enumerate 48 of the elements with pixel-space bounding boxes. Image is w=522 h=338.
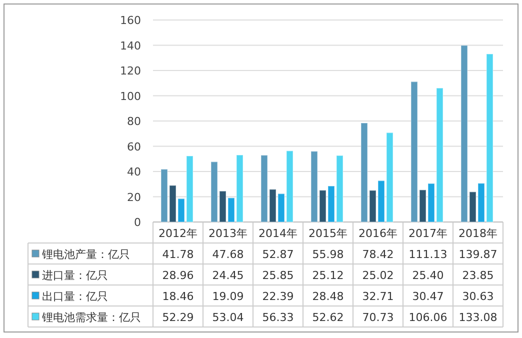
data-label: 23.85 — [462, 269, 494, 282]
data-label: 52.87 — [262, 248, 294, 261]
data-label: 139.87 — [458, 248, 498, 261]
y-tick-label: 100 — [120, 90, 141, 103]
data-label: 32.71 — [362, 290, 394, 303]
x-tick-label: 2016年 — [358, 227, 398, 240]
x-tick-label: 2013年 — [208, 227, 248, 240]
y-tick-label: 60 — [127, 140, 141, 154]
data-label: 41.78 — [162, 248, 194, 261]
legend-label: 出口量：亿只 — [42, 290, 108, 303]
data-label: 28.96 — [162, 269, 194, 282]
data-label: 78.42 — [362, 248, 394, 261]
y-tick-label: 160 — [120, 14, 141, 27]
data-label: 53.04 — [212, 311, 244, 324]
data-label: 70.73 — [362, 311, 394, 324]
data-label: 52.62 — [312, 311, 344, 324]
data-label: 55.98 — [312, 248, 344, 261]
x-tick-label: 2015年 — [308, 227, 348, 240]
data-label: 25.40 — [412, 269, 444, 282]
data-label: 133.08 — [458, 311, 498, 324]
data-label: 106.06 — [408, 311, 448, 324]
data-label: 24.45 — [212, 269, 244, 282]
data-label: 30.63 — [462, 290, 494, 303]
y-tick-label: 140 — [120, 39, 141, 52]
y-tick-label: 120 — [120, 64, 141, 78]
data-label: 19.09 — [212, 290, 244, 303]
y-tick-label: 20 — [127, 190, 141, 204]
data-label: 56.33 — [262, 311, 294, 324]
x-tick-label: 2012年 — [158, 227, 198, 240]
data-label: 25.12 — [312, 269, 344, 282]
y-tick-label: 80 — [127, 115, 141, 128]
y-tick-label: 40 — [127, 166, 141, 178]
data-label: 47.68 — [212, 248, 244, 261]
data-label: 111.13 — [408, 248, 448, 261]
data-label: 25.85 — [262, 269, 294, 282]
x-tick-label: 2014年 — [258, 227, 298, 240]
y-tick-label: 0 — [134, 216, 141, 229]
x-tick-label: 2018年 — [458, 227, 498, 240]
legend-label: 锂电池产量：亿只 — [41, 248, 130, 261]
data-label: 30.47 — [412, 290, 444, 303]
data-label: 25.02 — [362, 269, 394, 282]
legend-label: 锂电池需求量：亿只 — [41, 311, 141, 324]
data-label: 52.29 — [162, 311, 194, 324]
legend-label: 进口量：亿只 — [42, 269, 108, 282]
data-label: 28.48 — [312, 290, 344, 303]
data-label: 18.46 — [162, 290, 194, 303]
x-tick-label: 2017年 — [408, 227, 448, 240]
data-label: 22.39 — [262, 290, 294, 303]
